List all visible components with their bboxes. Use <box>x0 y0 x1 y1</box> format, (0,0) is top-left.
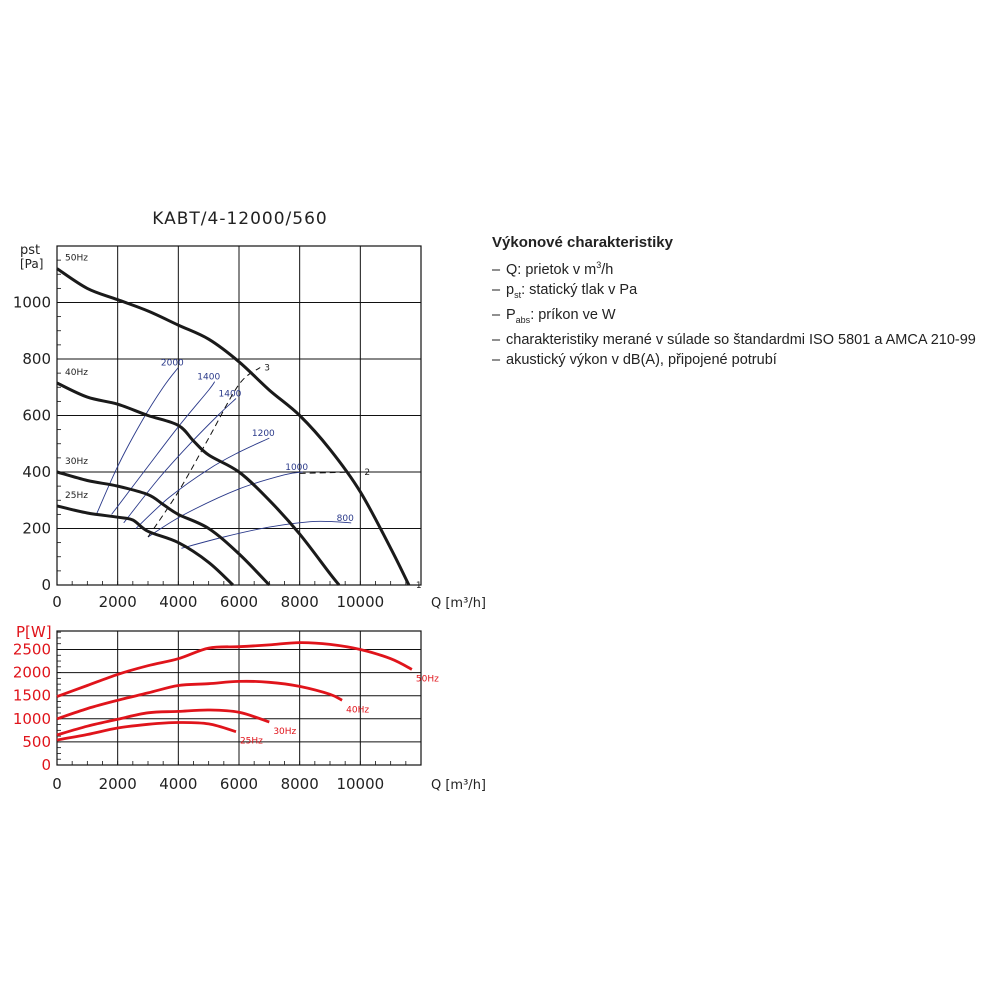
rpm-label: 1000 <box>285 463 308 473</box>
pressure-curve-40hz <box>56 381 341 586</box>
pressure-curve-30hz <box>56 470 271 587</box>
rpm-curve <box>147 471 303 538</box>
series-label: 25Hz <box>65 491 88 501</box>
y-tick-label: 400 <box>22 463 51 481</box>
x-tick-label: 2000 <box>99 775 137 793</box>
legend-heading: Výkonové charakteristiky <box>492 234 673 251</box>
y-tick-label: 0 <box>41 756 51 774</box>
pressure-curve-25hz <box>56 504 234 587</box>
power-curve-30hz <box>56 708 270 737</box>
y-tick-label: 2500 <box>13 640 51 658</box>
x-tick-label: 8000 <box>281 775 319 793</box>
legend-item: – pst: statický tlak v Pa <box>492 281 638 300</box>
series-label: 30Hz <box>65 457 88 467</box>
power-axis-label: P[W] <box>16 623 52 641</box>
rpm-curve <box>135 437 270 529</box>
power-chart: 0 2000 4000 6000 8000 10000 0 500 1000 1500 2000 25… <box>13 630 486 793</box>
y-tick-label: 500 <box>22 733 51 751</box>
power-series-label: 30Hz <box>273 727 296 737</box>
rpm-curve <box>181 520 352 549</box>
pressure-curve-50hz <box>56 267 411 586</box>
x-tick-label: 10000 <box>336 593 384 611</box>
y-tick-label: 1000 <box>13 294 51 312</box>
x-tick-label: 0 <box>52 775 62 793</box>
x-tick-label: 2000 <box>99 593 137 611</box>
x-tick-label: 8000 <box>281 593 319 611</box>
legend-item: – Q: prietok v m3/h <box>492 260 614 278</box>
rpm-label: 1400 <box>197 373 220 383</box>
chart-title: KABT/4-12000/560 <box>152 209 327 229</box>
system-curve-label: 2 <box>364 468 370 478</box>
y-tick-label: 1000 <box>13 710 51 728</box>
power-series-label: 25Hz <box>240 737 263 747</box>
legend-item: – charakteristiky merané v súlade so štan… <box>492 331 976 348</box>
pressure-chart: 0 2000 4000 6000 8000 10000 0 200 400 600 800 1000 Q… <box>13 245 486 611</box>
characteristics-legend: Výkonové charakteristiky – Q: prietok v m… <box>492 234 992 370</box>
system-curve <box>299 471 361 474</box>
system-curve-label: 3 <box>264 363 270 373</box>
legend-item: – Pabs: príkon ve W <box>492 306 616 325</box>
y-tick-label: 1500 <box>13 687 51 705</box>
y-tick-label: 800 <box>22 350 51 368</box>
legend-list: – Q: prietok v m3/h – pst: statický tlak v… <box>492 255 992 370</box>
rpm-label: 1200 <box>252 429 275 439</box>
series-label: 40Hz <box>65 368 88 378</box>
power-curve-50hz <box>56 641 413 698</box>
power-series-label: 40Hz <box>346 705 369 715</box>
x-tick-label: 4000 <box>159 593 197 611</box>
x-axis-label: Q [m³/h] <box>431 778 486 793</box>
power-series-label: 50Hz <box>416 674 439 684</box>
power-curve-40hz <box>56 679 343 721</box>
y-tick-label: 2000 <box>13 664 51 682</box>
x-axis-label: Q [m³/h] <box>431 596 486 611</box>
legend-item: – akustický výkon v dB(A), připojené potr… <box>492 351 777 368</box>
y-tick-label: 200 <box>22 520 51 538</box>
power-curve-25hz <box>56 721 237 742</box>
rpm-curve <box>95 367 179 515</box>
y-tick-label: 600 <box>22 407 51 425</box>
rpm-label: 2000 <box>161 358 184 368</box>
y-tick-label: 0 <box>41 576 51 594</box>
rpm-label: 800 <box>337 514 354 524</box>
rpm-label: 1400 <box>219 390 242 400</box>
x-tick-label: 6000 <box>220 775 258 793</box>
series-label: 50Hz <box>65 254 88 264</box>
x-tick-label: 6000 <box>220 593 258 611</box>
x-tick-label: 0 <box>52 593 62 611</box>
pa-unit-label: [Pa] <box>20 257 43 271</box>
x-tick-label: 10000 <box>336 775 384 793</box>
x-tick-label: 4000 <box>159 775 197 793</box>
system-curve-label: 1 <box>416 581 422 591</box>
pst-label: pst <box>20 243 40 258</box>
